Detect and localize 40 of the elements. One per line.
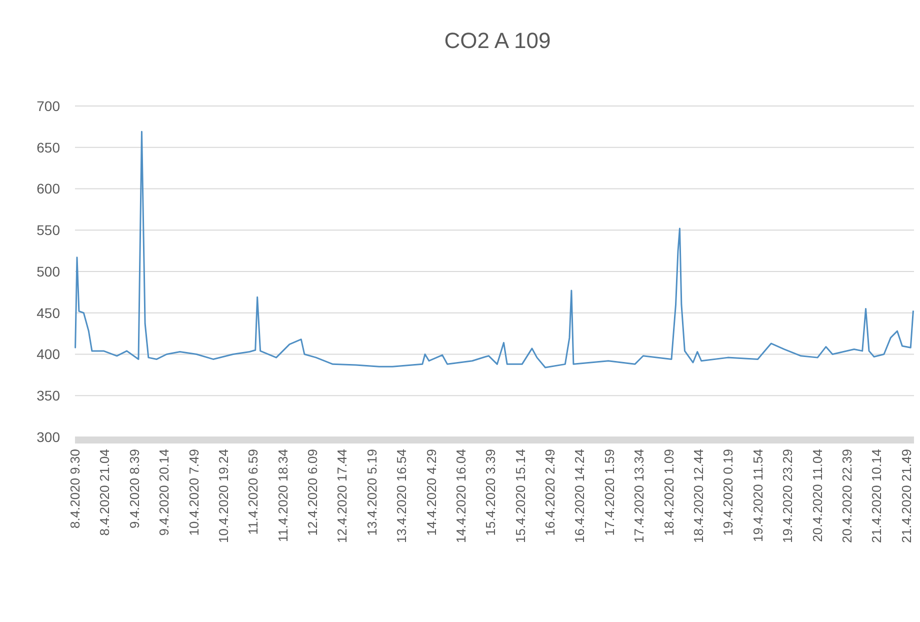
x-tick-label: 12.4.2020 17.44 — [334, 449, 350, 543]
chart-title: CO2 A 109 — [444, 28, 551, 53]
x-tick-label: 17.4.2020 13.34 — [632, 449, 647, 543]
x-tick-label: 21.4.2020 10.14 — [869, 449, 884, 543]
x-tick-label: 14.4.2020 16.04 — [453, 449, 468, 543]
x-tick-label: 9.4.2020 20.14 — [156, 449, 172, 536]
y-tick-label: 350 — [36, 388, 60, 404]
x-tick-label: 20.4.2020 11.04 — [810, 449, 825, 542]
x-tick-label: 15.4.2020 15.14 — [512, 449, 528, 543]
x-tick-label: 18.4.2020 12.44 — [690, 449, 706, 543]
y-tick-label: 700 — [36, 98, 60, 114]
x-tick-label: 16.4.2020 14.24 — [572, 449, 588, 543]
x-tick-label: 19.4.2020 11.54 — [750, 449, 766, 542]
y-tick-label: 550 — [36, 222, 60, 238]
x-tick-label: 21.4.2020 21.49 — [898, 449, 914, 543]
x-tick-label: 8.4.2020 21.04 — [97, 449, 112, 536]
y-tick-label: 300 — [36, 428, 60, 445]
x-tick-label: 13.4.2020 16.54 — [394, 449, 410, 543]
x-tick-label: 11.4.2020 6.59 — [246, 449, 261, 535]
x-tick-label: 20.4.2020 22.39 — [839, 449, 854, 543]
x-tick-label: 15.4.2020 3.39 — [483, 449, 498, 536]
y-tick-label: 450 — [36, 304, 60, 321]
x-tick-label: 16.4.2020 2.49 — [542, 449, 558, 536]
x-tick-label: 8.4.2020 9.30 — [68, 449, 83, 529]
x-tick-label: 9.4.2020 8.39 — [126, 449, 142, 529]
x-tick-label: 12.4.2020 6.09 — [305, 449, 320, 536]
x-tick-label: 19.4.2020 0.19 — [720, 449, 736, 536]
y-tick-label: 500 — [36, 263, 60, 280]
x-tick-label: 13.4.2020 5.19 — [364, 449, 380, 536]
x-tick-label: 10.4.2020 7.49 — [186, 449, 202, 536]
y-tick-label: 400 — [36, 346, 60, 362]
x-tick-label: 14.4.2020 4.29 — [424, 449, 439, 536]
x-tick-label: 10.4.2020 19.24 — [216, 449, 231, 543]
x-tick-label: 18.4.2020 1.09 — [661, 449, 676, 536]
line-series — [74, 130, 914, 368]
x-tick-label: 17.4.2020 1.59 — [602, 449, 617, 536]
y-tick-label: 650 — [36, 139, 60, 156]
x-tick-label: 11.4.2020 18.34 — [275, 449, 290, 542]
x-tick-label: 19.4.2020 23.29 — [780, 449, 796, 543]
y-tick-label: 600 — [36, 180, 60, 197]
